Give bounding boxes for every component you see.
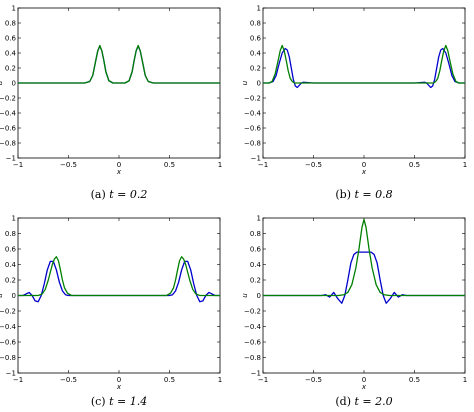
y-tick-label: −0.4 (244, 323, 262, 331)
y-tick-label: −0.2 (244, 307, 261, 315)
y-tick-label: 0.4 (250, 261, 262, 269)
y-tick-label: 0.8 (5, 230, 16, 238)
y-tick-label: 1 (257, 214, 261, 222)
y-tick-label: −1 (251, 369, 261, 377)
series-line-2 (263, 218, 465, 297)
x-tick-label: −1 (258, 376, 268, 384)
subplot-caption: (b) t = 0.8 (335, 188, 392, 201)
x-tick-label: 0.5 (164, 376, 175, 384)
x-tick-label: −0.5 (60, 376, 77, 384)
y-axis-label: u (0, 80, 4, 85)
y-tick-label: 0 (12, 292, 16, 300)
y-tick-label: 0.2 (250, 64, 261, 72)
x-axis-label: x (116, 168, 122, 176)
subplot-caption: (c) t = 1.4 (91, 395, 147, 408)
y-tick-label: 0.2 (250, 276, 261, 284)
x-tick-label: −0.5 (305, 161, 322, 169)
y-tick-label: 0.2 (5, 64, 16, 72)
y-tick-label: 0.4 (5, 261, 17, 269)
y-tick-label: −0.4 (0, 323, 17, 331)
series-line-2 (263, 44, 465, 84)
series-line-2 (18, 256, 220, 297)
y-tick-label: 0.4 (5, 49, 17, 57)
series-line-1 (18, 45, 220, 84)
caption-text: t = 1.4 (109, 395, 147, 408)
x-tick-label: −0.5 (305, 376, 322, 384)
y-tick-label: 0.4 (250, 49, 262, 57)
x-tick-label: −1 (13, 376, 23, 384)
y-tick-label: −0.8 (0, 354, 16, 362)
caption-label: (a) (91, 188, 106, 201)
y-tick-label: 0 (12, 79, 16, 87)
y-tick-label: 0.2 (5, 276, 16, 284)
y-tick-label: −0.2 (0, 94, 16, 102)
x-tick-label: 1 (463, 376, 467, 384)
y-tick-label: 0.8 (250, 230, 261, 238)
y-tick-label: 0.8 (5, 19, 16, 27)
caption-label: (b) (335, 188, 351, 201)
x-tick-label: −0.5 (60, 161, 77, 169)
series-line-2 (18, 44, 220, 84)
y-tick-label: −1 (6, 154, 16, 162)
y-tick-label: −0.4 (0, 109, 17, 117)
subplot-a: −1 −0.5 0 0.5 1 1 0.8 0.6 0.4 0.2 0 −0.2 −0.4 −0.6 −0.… (0, 4, 222, 201)
y-tick-label: 0.6 (5, 34, 17, 42)
subplot-c: −1 −0.5 0 0.5 1 1 0.8 0.6 0.4 0.2 0 −0.2 −0.4 −0.6 −0.… (0, 214, 222, 408)
x-tick-label: 1 (218, 376, 222, 384)
y-axis-label: u (241, 80, 249, 85)
y-tick-label: −1 (251, 154, 261, 162)
x-tick-label: 0 (117, 376, 121, 384)
x-tick-label: 0.5 (409, 161, 420, 169)
x-axis-label: x (116, 383, 122, 391)
x-tick-label: 0 (117, 161, 121, 169)
subplot-caption: (a) t = 0.2 (91, 188, 148, 201)
y-tick-label: −0.8 (244, 139, 261, 147)
y-tick-label: −0.8 (0, 139, 16, 147)
y-tick-label: 0.6 (250, 245, 262, 253)
x-tick-label: 1 (463, 161, 467, 169)
caption-text: t = 0.2 (109, 188, 147, 201)
y-tick-label: 0 (257, 292, 261, 300)
caption-label: (c) (91, 395, 106, 408)
y-tick-label: −0.6 (244, 338, 262, 346)
y-tick-label: 0.8 (250, 19, 261, 27)
caption-label: (d) (335, 395, 351, 408)
y-tick-label: −0.2 (0, 307, 16, 315)
y-tick-label: −0.4 (244, 109, 262, 117)
y-axis-label: u (0, 293, 4, 298)
subplot-b: −1 −0.5 0 0.5 1 1 0.8 0.6 0.4 0.2 0 −0.2 −0.4 −0.6 −0.… (241, 4, 467, 201)
x-tick-label: 0 (362, 161, 366, 169)
y-tick-label: 1 (257, 4, 261, 12)
y-tick-label: 0.6 (250, 34, 262, 42)
x-axis-label: x (361, 168, 367, 176)
y-tick-label: −0.6 (0, 124, 17, 132)
x-tick-label: 0 (362, 376, 366, 384)
x-tick-label: 0.5 (409, 376, 420, 384)
x-tick-label: −1 (258, 161, 268, 169)
subplot-d: −1 −0.5 0 0.5 1 1 0.8 0.6 0.4 0.2 0 −0.2 −0.4 −0.6 −0.… (241, 214, 467, 408)
y-tick-label: −0.6 (244, 124, 262, 132)
y-tick-label: 0 (257, 79, 261, 87)
y-tick-label: −0.2 (244, 94, 261, 102)
y-tick-label: 1 (12, 214, 16, 222)
x-axis-label: x (361, 383, 367, 391)
x-tick-label: 0.5 (164, 161, 175, 169)
caption-text: t = 2.0 (355, 395, 393, 408)
y-tick-label: 1 (12, 4, 16, 12)
caption-text: t = 0.8 (355, 188, 393, 201)
y-axis-label: u (241, 293, 249, 298)
x-tick-label: 1 (218, 161, 222, 169)
y-tick-label: −1 (6, 369, 16, 377)
y-tick-label: 0.6 (5, 245, 17, 253)
y-tick-label: −0.8 (244, 354, 261, 362)
subplot-caption: (d) t = 2.0 (335, 395, 392, 408)
x-tick-label: −1 (13, 161, 23, 169)
series-line-1 (263, 251, 465, 304)
y-tick-label: −0.6 (0, 338, 17, 346)
